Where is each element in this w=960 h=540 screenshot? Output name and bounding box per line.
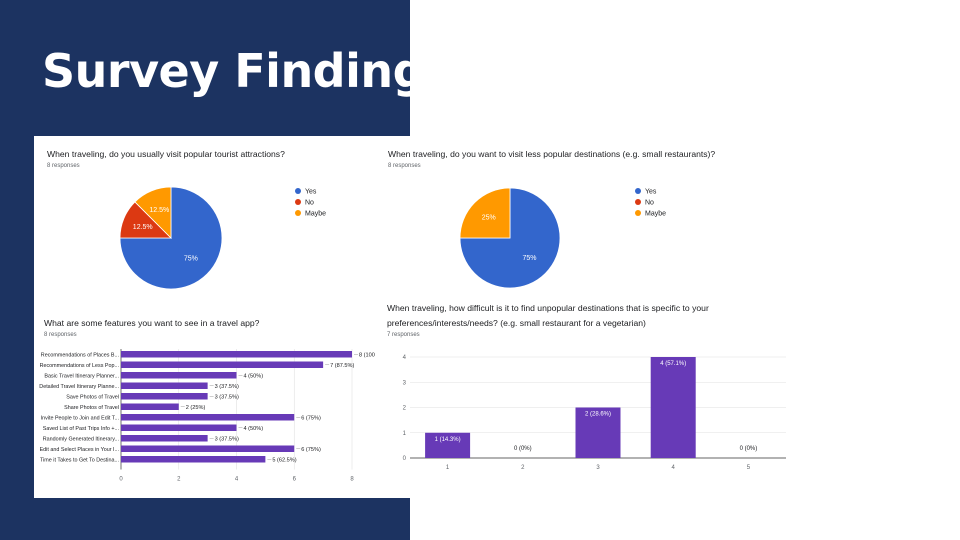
pie-slice-maybe: [134, 186, 172, 239]
less-popular-card: When traveling, do you want to visit les…: [376, 136, 740, 306]
slide-title: Survey Findings: [42, 44, 452, 98]
bar: [121, 435, 208, 442]
category-label: Save Photos of Travel: [66, 395, 119, 401]
x-tick-label: 3: [596, 465, 600, 471]
slice-label: 12.5%: [133, 224, 153, 231]
bar: [121, 372, 237, 379]
legend-label: No: [645, 200, 654, 207]
slice-label: 12.5%: [149, 207, 169, 214]
data-label: 6 (75%): [301, 416, 321, 422]
bar: [121, 414, 295, 421]
response-count: 8 responses: [44, 332, 77, 338]
x-tick-label: 8: [350, 477, 354, 483]
data-label: 8 (100: [359, 353, 375, 359]
data-label: 3 (37.5%): [215, 395, 239, 401]
bar: [121, 393, 208, 400]
x-tick-label: 4: [672, 465, 676, 471]
x-tick-label: 1: [446, 465, 450, 471]
x-tick-label: 5: [747, 465, 751, 471]
bar: [121, 361, 324, 368]
category-label: Share Photos of Travel: [64, 405, 119, 411]
category-label: Edit and Select Places in Your I...: [40, 447, 119, 453]
question-title: When traveling, how difficult is it to f…: [387, 303, 709, 328]
data-label: 3 (37.5%): [215, 437, 239, 443]
bar: [121, 382, 208, 389]
data-label: 2 (28.6%): [585, 412, 611, 418]
x-tick-label: 6: [293, 477, 297, 483]
question-title: What are some features you want to see i…: [44, 318, 260, 328]
x-tick-label: 2: [177, 477, 181, 483]
pie-slice-maybe: [459, 187, 511, 239]
slice-label: 25%: [482, 214, 496, 221]
data-label: 7 (87.5%): [330, 363, 354, 369]
data-label: 3 (37.5%): [215, 384, 239, 390]
y-tick-label: 4: [403, 355, 407, 361]
category-label: Recommendations of Less Pop...: [40, 363, 119, 369]
data-label: 0 (0%): [740, 446, 758, 452]
slice-label: 75%: [522, 255, 536, 262]
x-tick-label: 4: [235, 477, 239, 483]
category-label: Basic Travel Itinerary Planner...: [44, 374, 119, 380]
bar: [575, 407, 621, 458]
bar: [121, 403, 179, 410]
bar: [121, 445, 295, 452]
data-label: 4 (50%): [244, 426, 264, 432]
legend-swatch-no: [635, 199, 641, 205]
question-title: When traveling, do you want to visit les…: [388, 149, 716, 159]
legend-swatch-maybe: [295, 210, 301, 216]
pie-chart: 75% 25% Yes No Maybe: [459, 187, 666, 289]
bar-chart: 0 1 2 3 4 1 (14.3%) 1 0 (0%) 2 2 (28.6%) 3 4 (57.1%…: [403, 355, 786, 471]
pie-slice-yes: [119, 186, 223, 290]
response-count: 7 responses: [387, 332, 420, 338]
features-card: What are some features you want to see i…: [34, 304, 410, 498]
category-label: Invite People to Join and Edit T...: [41, 416, 119, 422]
legend-label: No: [305, 200, 314, 207]
category-label: Time it Takes to Get To Destina...: [40, 458, 119, 464]
y-tick-label: 1: [403, 431, 407, 437]
bar: [121, 456, 266, 463]
legend-label: Yes: [645, 189, 657, 196]
question-title: When traveling, do you usually visit pop…: [47, 149, 285, 159]
bar: [650, 357, 696, 458]
pie-chart: 75% 12.5% 12.5% Yes No Maybe: [119, 186, 326, 290]
bar: [425, 432, 471, 458]
x-tick-label: 0: [119, 477, 123, 483]
category-label: Detailed Travel Itinerary Planne...: [39, 384, 119, 390]
legend-label: Maybe: [305, 211, 326, 218]
popular-attractions-card: When traveling, do you usually visit pop…: [34, 136, 410, 306]
y-tick-label: 2: [403, 406, 407, 412]
data-label: 6 (75%): [301, 447, 321, 453]
category-label: Randomly Generated Itinerary...: [43, 437, 119, 443]
pie-slice-yes: [459, 187, 561, 289]
legend-label: Yes: [305, 189, 317, 196]
category-label: Recommendations of Places B...: [41, 353, 119, 359]
data-label: 4 (57.1%): [660, 361, 686, 367]
x-tick-label: 2: [521, 465, 525, 471]
legend-label: Maybe: [645, 211, 666, 218]
legend-swatch-yes: [295, 188, 301, 194]
response-count: 8 responses: [47, 163, 80, 169]
response-count: 8 responses: [388, 163, 421, 169]
y-tick-label: 0: [403, 456, 407, 462]
category-label: Saved List of Past Trips Info +...: [43, 426, 119, 432]
data-label: 1 (14.3%): [435, 437, 461, 443]
data-label: 4 (50%): [244, 374, 264, 380]
bar: [121, 424, 237, 431]
data-label: 5 (62.5%): [272, 458, 296, 464]
legend-swatch-no: [295, 199, 301, 205]
y-tick-label: 3: [403, 380, 407, 386]
slice-label: 75%: [184, 255, 198, 262]
legend-swatch-maybe: [635, 210, 641, 216]
difficulty-card: When traveling, how difficult is it to f…: [376, 296, 786, 482]
legend-swatch-yes: [635, 188, 641, 194]
data-label: 0 (0%): [514, 446, 532, 452]
bar: [121, 351, 352, 358]
bar-chart: 0 2 4 6 8 Recommendations of Places B... 8 (10…: [39, 349, 375, 483]
data-label: 2 (25%): [186, 405, 206, 411]
